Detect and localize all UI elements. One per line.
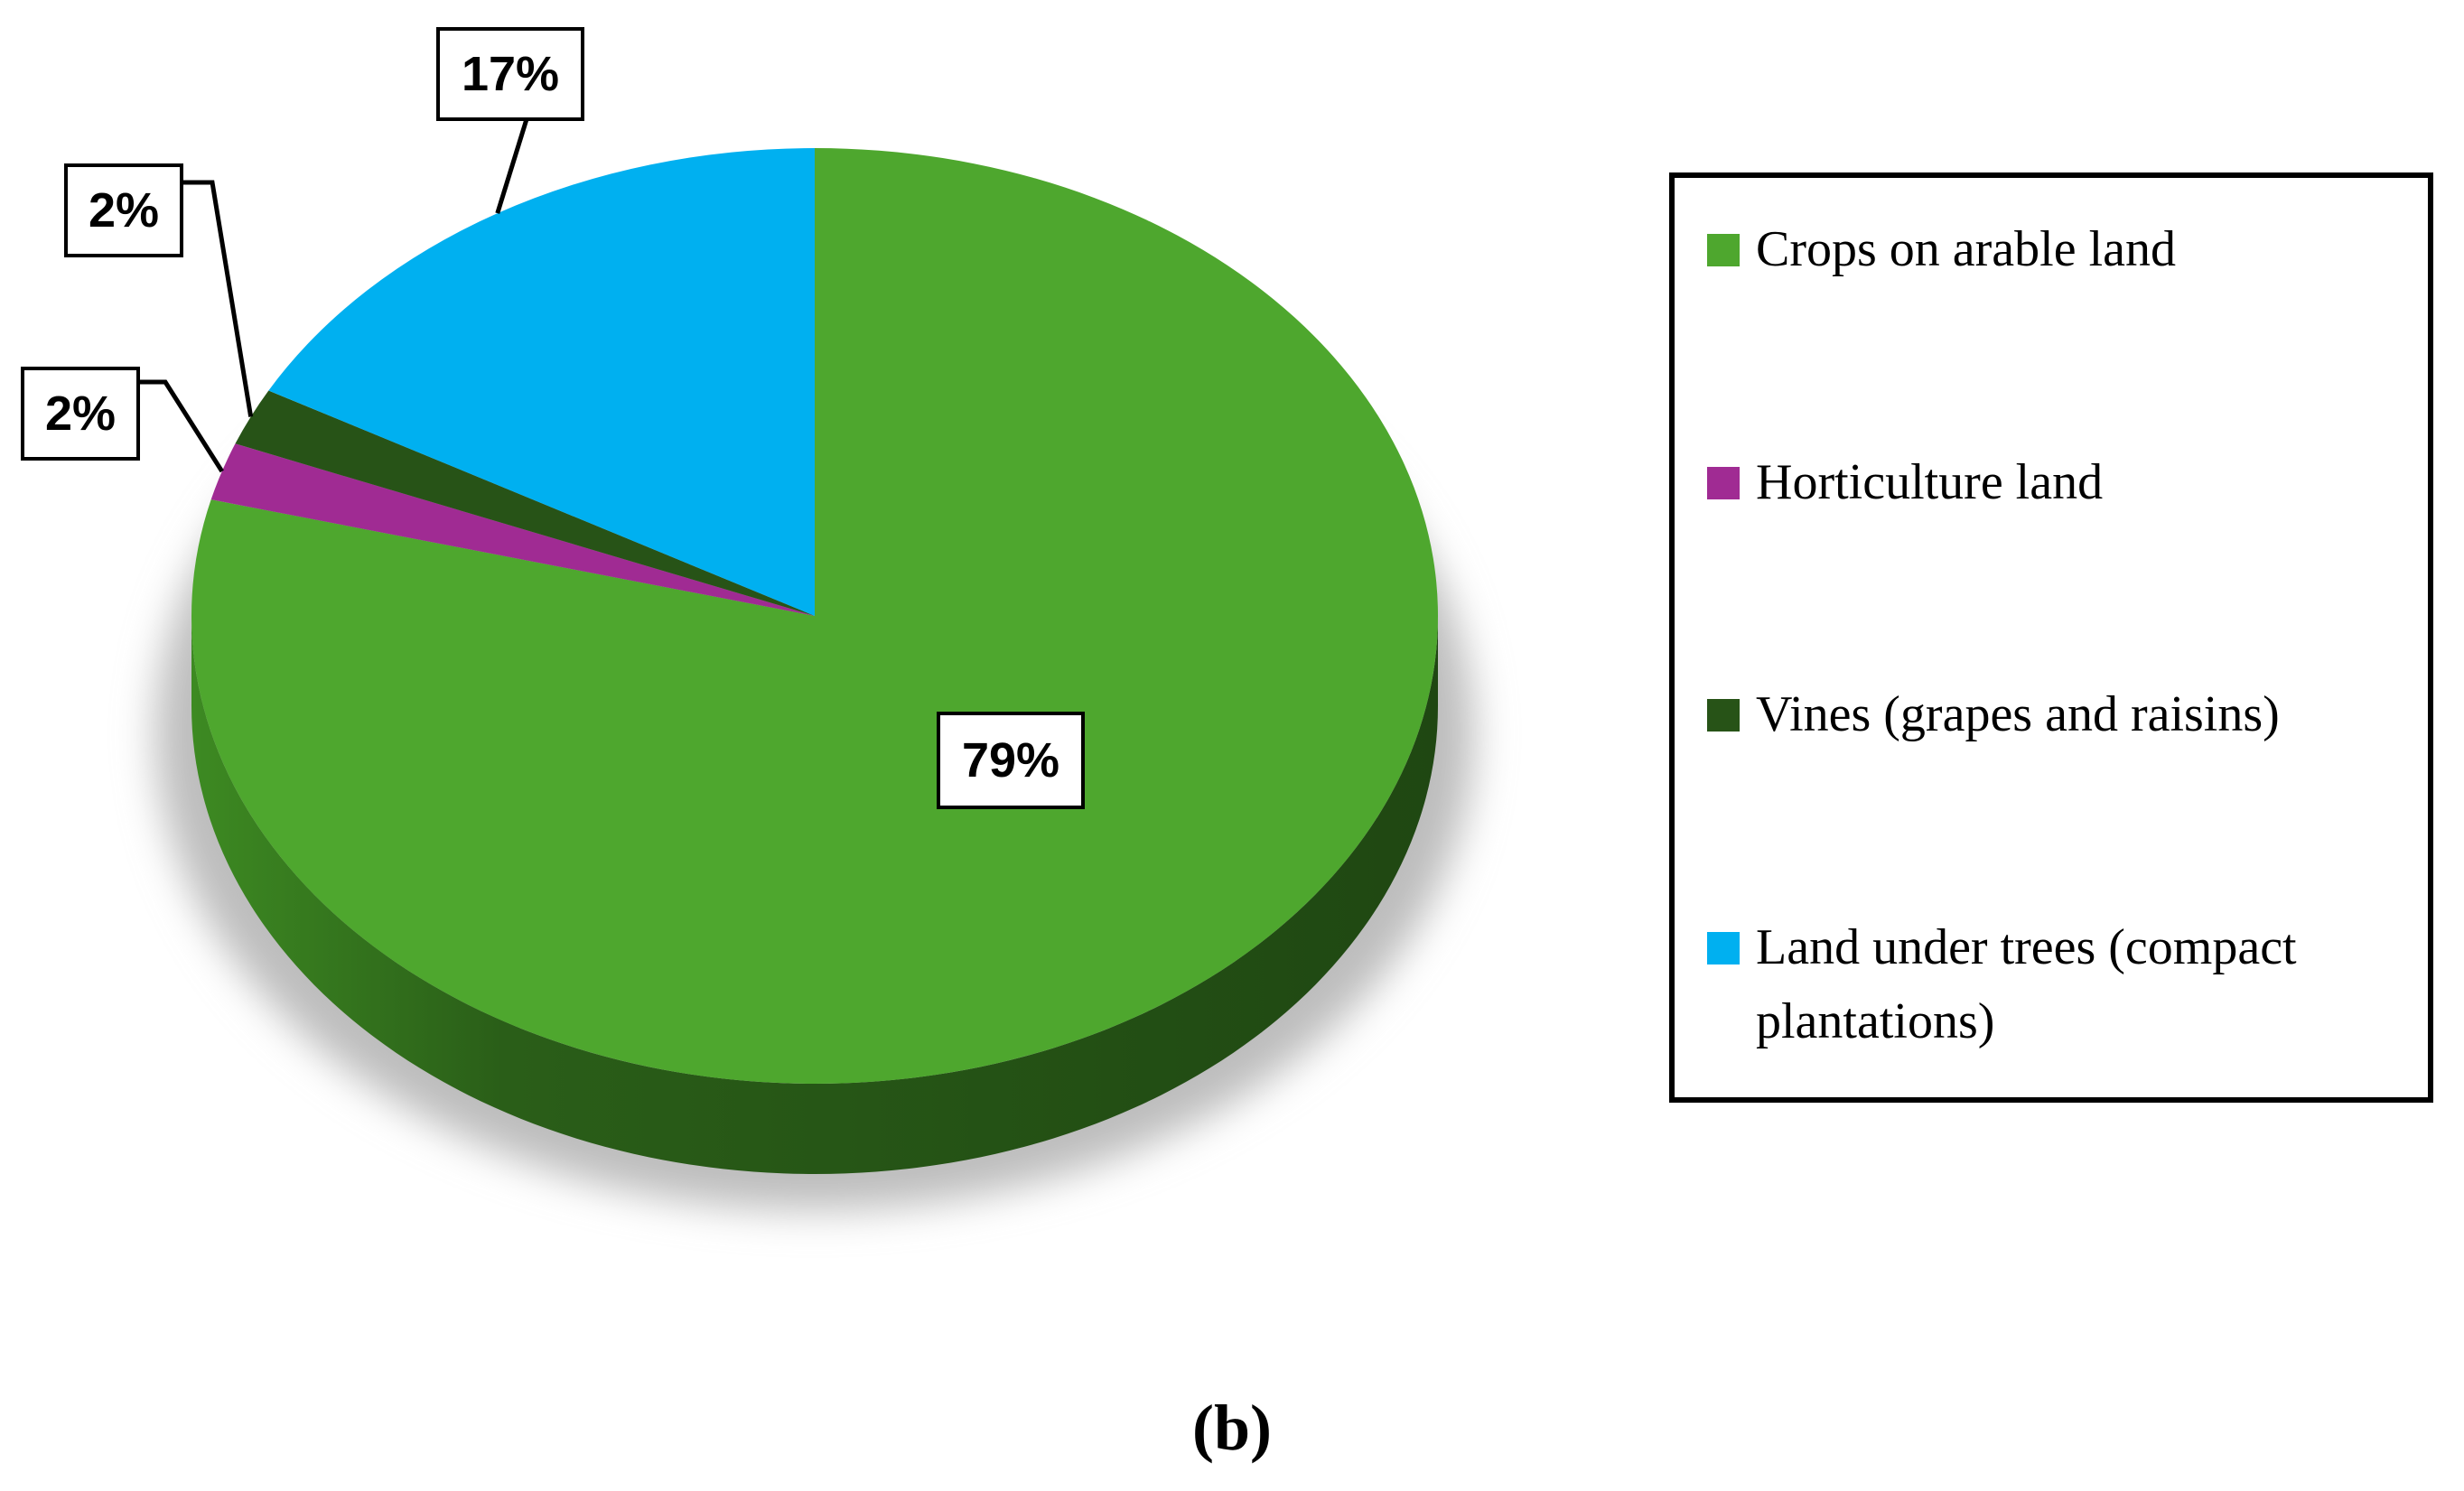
legend-label: Vines (grapes and raisins)	[1756, 686, 2280, 742]
legend-label: Crops on arable land	[1756, 221, 2176, 277]
chart: 79% 2% 2% 17%	[21, 27, 1474, 1210]
label-box	[436, 27, 584, 121]
legend-swatch	[1707, 467, 1740, 499]
data-label: 79%	[962, 733, 1059, 787]
pie-slice	[235, 390, 815, 616]
legend-label: Horticulture land	[1756, 454, 2104, 510]
data-label: 2%	[45, 387, 116, 441]
caption: (b)	[1192, 1392, 1272, 1464]
pie-side	[191, 616, 1438, 1174]
pie-slice	[210, 443, 815, 616]
legend-label: Land under trees (compact plantations)	[1756, 919, 2297, 1049]
pie-slice	[268, 148, 815, 616]
leader-line	[182, 180, 254, 417]
data-label: 2%	[89, 183, 159, 238]
label-box	[21, 367, 140, 461]
legend-swatch	[1707, 234, 1740, 266]
legend-swatch	[1707, 699, 1740, 732]
label-box	[937, 712, 1085, 809]
pie-slice	[191, 148, 1439, 1084]
leader-line	[495, 118, 529, 214]
data-label: 17%	[462, 47, 559, 101]
legend: Crops on arable land Horticulture land Vin…	[1669, 172, 2433, 1103]
leader-line	[138, 379, 224, 473]
label-box	[64, 163, 183, 257]
legend-swatch	[1707, 932, 1740, 964]
